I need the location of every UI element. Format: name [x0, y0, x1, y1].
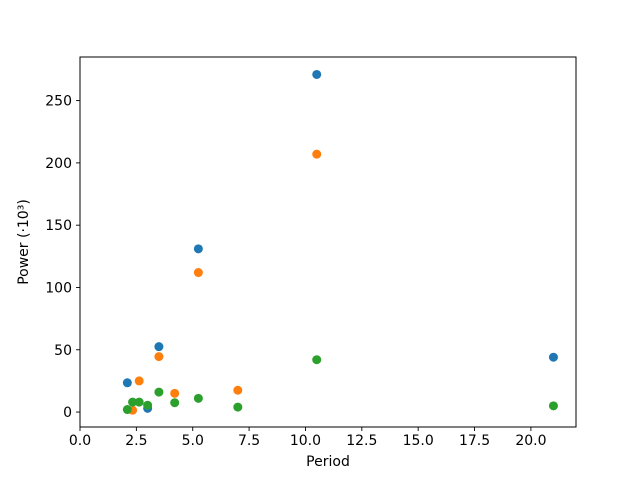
y-tick-label: 0 — [63, 405, 72, 421]
y-tick-label: 250 — [45, 94, 72, 110]
x-tick-label: 10.0 — [290, 433, 321, 449]
data-point-series-green — [170, 398, 180, 408]
x-tick-label: 7.5 — [238, 433, 260, 449]
y-tick-label: 200 — [45, 156, 72, 172]
data-point-series-orange — [154, 352, 164, 362]
x-tick-label: 12.5 — [346, 433, 377, 449]
x-tick-label: 15.0 — [403, 433, 434, 449]
data-point-series-blue — [154, 342, 164, 352]
data-point-series-green — [193, 393, 203, 403]
data-point-series-green — [143, 400, 153, 410]
data-point-series-green — [312, 355, 322, 365]
y-tick-label: 100 — [45, 280, 72, 296]
axis-ticks-layer: 0.0 2.5 5.0 7.5 10.0 12.5 15.0 17.5 20.0 0 50 100 15… — [45, 94, 546, 449]
data-point-series-blue — [193, 244, 203, 254]
data-point-series-blue — [312, 69, 322, 79]
x-tick-label: 0.0 — [69, 433, 91, 449]
data-point-series-orange — [170, 388, 180, 398]
y-tick-label: 150 — [45, 218, 72, 234]
data-point-series-green — [233, 402, 243, 412]
data-point-series-green — [134, 397, 144, 407]
y-axis-label: Power (·10³) — [16, 199, 32, 285]
x-tick-label: 17.5 — [459, 433, 490, 449]
y-tick-label: 50 — [54, 343, 72, 359]
x-tick-label: 20.0 — [515, 433, 546, 449]
x-tick-label: 5.0 — [182, 433, 204, 449]
data-point-series-green — [122, 405, 132, 415]
plot-area-frame — [79, 56, 577, 428]
data-point-series-orange — [233, 385, 243, 395]
data-point-series-green — [128, 397, 138, 407]
x-axis-label: Period — [306, 454, 350, 470]
data-point-series-blue — [548, 352, 558, 362]
data-points-layer — [122, 69, 558, 415]
data-point-series-green — [154, 387, 164, 397]
data-point-series-blue — [122, 378, 132, 388]
data-point-series-orange — [134, 376, 144, 386]
data-point-series-orange — [312, 149, 322, 159]
data-point-series-orange — [193, 268, 203, 278]
data-point-series-green — [548, 401, 558, 411]
x-tick-label: 2.5 — [125, 433, 147, 449]
